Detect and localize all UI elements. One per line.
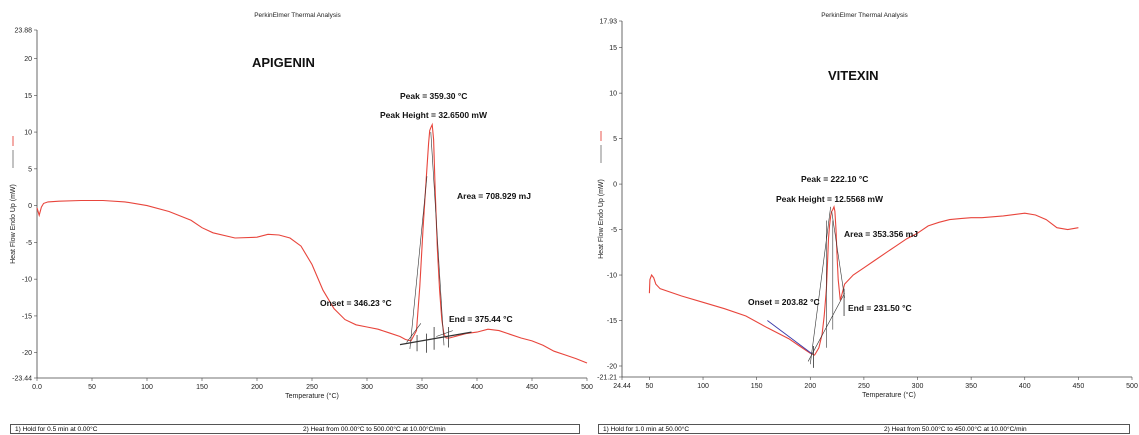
x-tick-label: 200 — [804, 383, 816, 390]
onset-tangent-line — [409, 176, 428, 350]
y-tick-label: -20 — [22, 350, 32, 357]
x-tick-label: 500 — [581, 384, 593, 391]
y-tick-label: 0 — [28, 203, 32, 210]
x-tick-label: 350 — [965, 383, 977, 390]
vitexin-panel: PerkinElmer Thermal Analysis 24.44 50 100 1… — [590, 0, 1139, 435]
x-axis-label: Temperature (°C) — [285, 392, 339, 400]
x-axis-label: Temperature (°C) — [862, 391, 916, 399]
baseline-line — [399, 331, 472, 346]
onset-annotation: Onset = 346.23 °C — [320, 298, 392, 308]
y-tick-label: 5 — [613, 136, 617, 143]
end-tangent-line — [430, 132, 445, 346]
footer-program-box: 1) Hold for 0.5 min at 0.00°C 2) Heat fr… — [10, 424, 580, 434]
series-line — [648, 204, 1079, 356]
x-tick-label: 250 — [306, 384, 318, 391]
x-tick-label: 350 — [416, 384, 428, 391]
onset-pointer-line — [767, 320, 813, 355]
end-tangent-line — [831, 211, 845, 298]
end-pointer-line — [436, 330, 453, 337]
chart-title: VITEXIN — [828, 68, 879, 83]
y-tick-label: 20 — [24, 56, 32, 63]
footer-step-1: 1) Hold for 1.0 min at 50.00°C — [603, 426, 690, 433]
footer-step-2: 2) Heat from 00.00°C to 500.00°C at 10.0… — [303, 426, 446, 433]
y-tick-label: 15 — [609, 45, 617, 52]
y-tick-label: 10 — [609, 91, 617, 98]
y-tick-label: -15 — [607, 318, 617, 325]
x-tick-label: 200 — [251, 384, 263, 391]
footer-step-1: 1) Hold for 0.5 min at 0.00°C — [15, 426, 98, 433]
x-tick-label: 450 — [1073, 383, 1085, 390]
onset-pointer-line — [406, 323, 422, 343]
chart-header: PerkinElmer Thermal Analysis — [821, 12, 908, 19]
chart-title: APIGENIN — [252, 55, 315, 70]
area-annotation: Area = 353.356 mJ — [844, 229, 918, 239]
x-tick-label: 300 — [912, 383, 924, 390]
y-tick-label: -23.44 — [12, 376, 32, 383]
y-tick-label: 0 — [613, 182, 617, 189]
footer-program-box: 1) Hold for 1.0 min at 50.00°C 2) Heat f… — [598, 424, 1130, 434]
x-tick-label: 100 — [697, 383, 709, 390]
y-tick-label: 23.88 — [14, 28, 32, 35]
y-tick-label: 15 — [24, 93, 32, 100]
y-axis-label: Heat Flow Endo Up (mW) — [598, 179, 605, 259]
y-tick-label: -21.21 — [597, 375, 617, 382]
x-tick-label: 450 — [526, 384, 538, 391]
x-tick-label: 50 — [646, 383, 654, 390]
onset-annotation: Onset = 203.82 °C — [748, 297, 820, 307]
y-tick-label: 10 — [24, 130, 32, 137]
y-tick-label: 17.93 — [599, 19, 617, 26]
x-tick-label: 50 — [88, 384, 96, 391]
y-tick-label: -5 — [611, 227, 617, 234]
x-tick-label: 150 — [196, 384, 208, 391]
area-annotation: Area = 708.929 mJ — [457, 191, 531, 201]
x-tick-label: 0.0 — [32, 384, 42, 391]
onset-tangent-line — [809, 206, 831, 365]
peak-height-annotation: Peak Height = 32.6500 mW — [380, 110, 488, 120]
x-tick-label: 500 — [1126, 383, 1138, 390]
chart-header: PerkinElmer Thermal Analysis — [254, 12, 341, 19]
apigenin-dsc-chart: 0.0 50 100 150 200 250 300 350 400 450 50023.88201… — [10, 28, 593, 401]
end-annotation: End = 375.44 °C — [449, 314, 513, 324]
x-tick-label: 24.44 — [613, 383, 631, 390]
x-tick-label: 300 — [361, 384, 373, 391]
footer-step-2: 2) Heat from 50.00°C to 450.00°C at 10.0… — [884, 426, 1027, 433]
x-tick-label: 400 — [1019, 383, 1031, 390]
peak-height-annotation: Peak Height = 12.5568 mW — [776, 194, 884, 204]
series-line — [36, 122, 588, 364]
x-tick-label: 150 — [751, 383, 763, 390]
vitexin-dsc-chart: 24.44 50 100 150 200 250 300 350 400 450 50017.931… — [597, 19, 1138, 400]
x-tick-label: 400 — [471, 384, 483, 391]
y-tick-label: -15 — [22, 313, 32, 320]
y-tick-label: -20 — [607, 363, 617, 370]
x-tick-label: 250 — [858, 383, 870, 390]
end-annotation: End = 231.50 °C — [848, 303, 912, 313]
x-tick-label: 100 — [141, 384, 153, 391]
peak-annotation: Peak = 222.10 °C — [801, 174, 868, 184]
y-tick-label: 5 — [28, 166, 32, 173]
y-tick-label: -10 — [22, 277, 32, 284]
y-tick-label: -10 — [607, 273, 617, 280]
peak-annotation: Peak = 359.30 °C — [400, 91, 467, 101]
y-axis-label: Heat Flow Endo Up (mW) — [10, 184, 17, 264]
apigenin-panel: PerkinElmer Thermal Analysis 0.0 50 100 150… — [10, 12, 593, 434]
y-tick-label: -5 — [26, 240, 32, 247]
